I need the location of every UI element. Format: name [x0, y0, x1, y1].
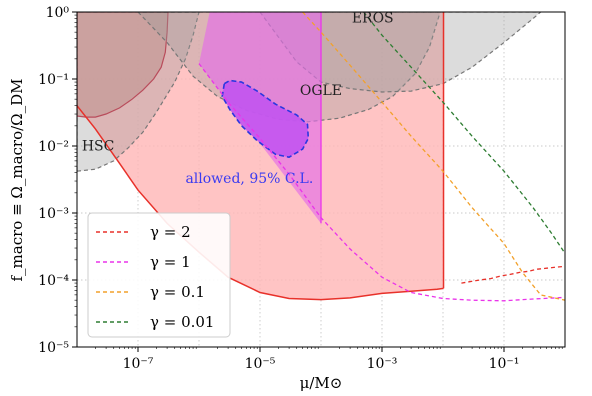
constraint-regions	[77, 12, 542, 300]
series-lines	[77, 12, 565, 302]
annotation-label: EROS	[352, 10, 394, 26]
legend-entry: γ = 2	[96, 223, 191, 241]
x-tick-label: 10⁻³	[367, 356, 398, 372]
series-line	[302, 12, 565, 301]
y-tick-label: 10⁻²	[38, 139, 69, 155]
y-tick-label: 10⁻⁴	[38, 273, 69, 289]
y-tick-label: 10⁻¹	[38, 72, 69, 88]
y-axis-label: f_macro ≡ Ω_macro/Ω_DM	[8, 78, 26, 281]
legend-label: γ = 2	[150, 223, 191, 241]
y-tick-label: 10⁰	[46, 5, 70, 21]
axis-ticks: 10⁻⁷ 10⁻⁵ 10⁻³ 10⁻¹ 10⁻⁵ 10⁻⁴ 10⁻³ 10⁻² 10⁻¹ 10⁰	[38, 5, 563, 372]
plot-frame	[76, 11, 566, 348]
legend-label: γ = 0.01	[150, 313, 214, 331]
x-tick-label: 10⁻¹	[489, 356, 520, 372]
y-tick-label: 10⁻³	[38, 206, 69, 222]
y-tick-label: 10⁻⁵	[38, 340, 69, 356]
series-line	[198, 63, 565, 302]
legend-label: γ = 0.1	[150, 283, 205, 301]
annotation-label: allowed, 95% C.L.	[185, 171, 313, 187]
hsc-upper-constraint-region	[77, 12, 200, 172]
annotation-label: OGLE	[300, 83, 342, 99]
legend-entry: γ = 1	[96, 253, 191, 271]
eros-constraint-region	[259, 12, 542, 93]
x-tick-label: 10⁻⁵	[245, 356, 276, 372]
legend: γ = 2 γ = 1 γ = 0.1 γ = 0.01	[87, 212, 231, 338]
annotation-label: HSC	[82, 139, 115, 155]
hsc-constraint-region	[77, 12, 169, 118]
legend-entry: γ = 0.01	[96, 313, 214, 331]
annotations: EROS OGLE HSC allowed, 95% C.L.	[82, 10, 394, 187]
legend-label: γ = 1	[150, 253, 191, 271]
series-line	[461, 265, 565, 284]
series-line	[363, 12, 565, 254]
legend-frame	[87, 212, 231, 338]
gamma2-boundary-line	[77, 105, 444, 301]
legend-entry: γ = 0.1	[96, 283, 205, 301]
x-axis-label: μ/M⊙	[300, 374, 343, 392]
allowed-95cl-region	[221, 79, 310, 158]
x-tick-label: 10⁻⁷	[123, 356, 154, 372]
gamma2-allowed-region	[77, 12, 444, 300]
